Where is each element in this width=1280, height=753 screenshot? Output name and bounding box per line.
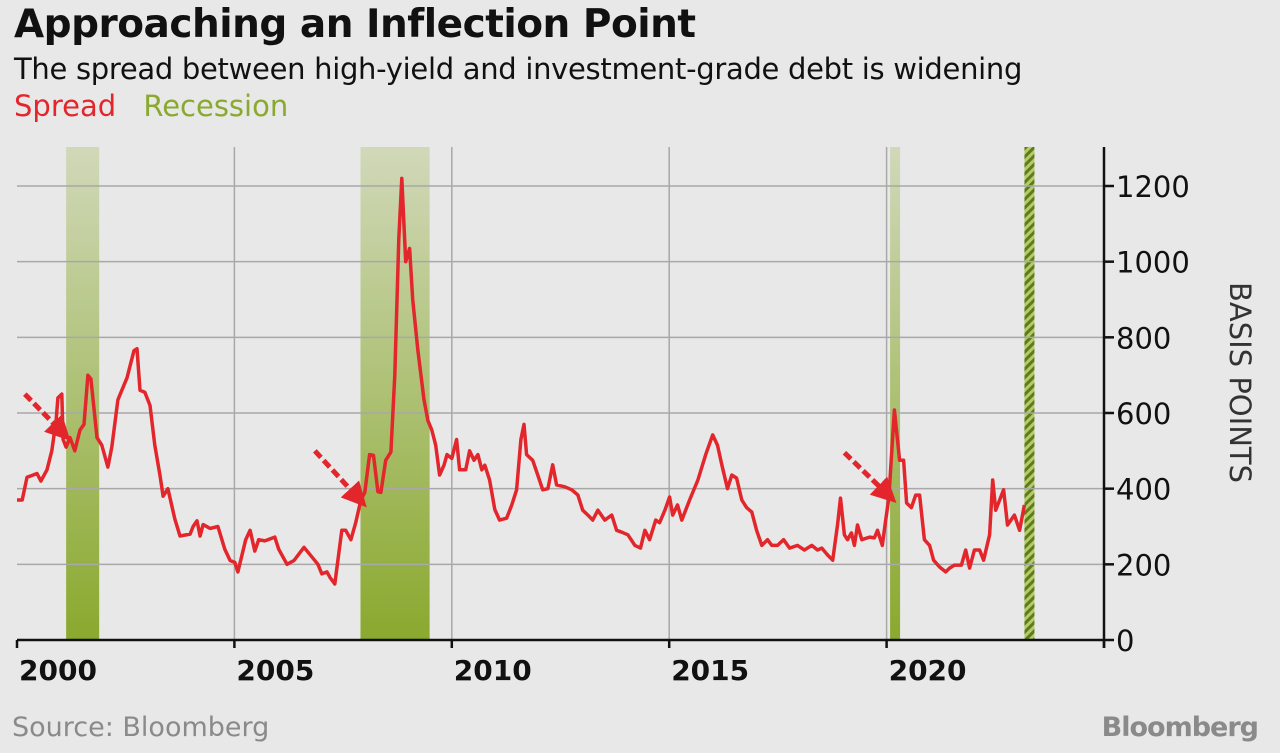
x-tick-label: 2000 [19,654,97,687]
annotation-arrow [23,392,71,441]
x-tick-label: 2010 [454,654,532,687]
bloomberg-logo: Bloomberg [1101,712,1259,743]
legend-spread: Spread [14,89,117,123]
legend-recession: Recession [143,89,289,123]
legend: Spread Recession [14,89,306,123]
x-tick-label: 2005 [236,654,314,687]
y-tick-label: 1200 [1116,170,1190,204]
y-tick-label: 400 [1116,473,1171,507]
annotation-arrow [842,450,897,504]
recession-band [66,147,100,640]
y-tick-label: 0 [1116,624,1134,658]
x-tick-label: 2020 [889,654,967,687]
y-tick-label: 800 [1116,321,1171,355]
chart-subtitle: The spread between high-yield and invest… [14,52,1023,86]
chart-title: Approaching an Inflection Point [14,2,696,47]
series-line-spread [17,176,1027,586]
recession-band [890,147,901,640]
y-axis-label: BASIS POINTS [1223,282,1257,483]
x-tick-label: 2015 [671,654,749,687]
y-tick-label: 1000 [1116,246,1190,280]
y-tick-label: 200 [1116,548,1171,582]
annotation-arrow [312,449,367,508]
recession-band [1024,147,1035,640]
y-tick-label: 600 [1116,397,1171,431]
source-note: Source: Bloomberg [12,712,270,743]
